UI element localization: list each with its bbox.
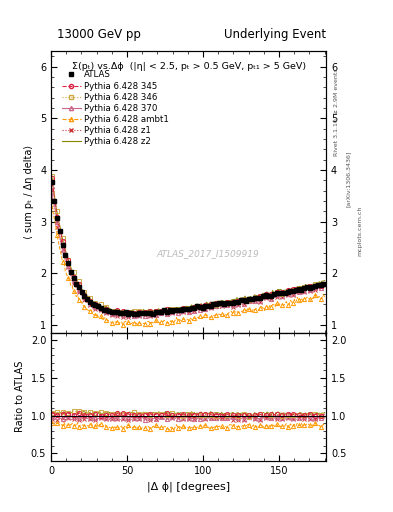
Text: Rivet 3.1.10, ≥ 2.9M events: Rivet 3.1.10, ≥ 2.9M events [334,69,339,157]
Text: [arXiv:1306.3436]: [arXiv:1306.3436] [346,151,351,207]
Y-axis label: Ratio to ATLAS: Ratio to ATLAS [15,361,25,433]
X-axis label: |Δ ϕ| [degrees]: |Δ ϕ| [degrees] [147,481,230,492]
Text: 13000 GeV pp: 13000 GeV pp [57,28,141,41]
Legend: ATLAS, Pythia 6.428 345, Pythia 6.428 346, Pythia 6.428 370, Pythia 6.428 ambt1,: ATLAS, Pythia 6.428 345, Pythia 6.428 34… [61,70,170,147]
Text: Σ(pₜ) vs.Δϕ  (|η| < 2.5, pₜ > 0.5 GeV, pₜ₁ > 5 GeV): Σ(pₜ) vs.Δϕ (|η| < 2.5, pₜ > 0.5 GeV, pₜ… [72,62,306,72]
Y-axis label: ⟨ sum pₜ / Δη delta⟩: ⟨ sum pₜ / Δη delta⟩ [24,145,35,239]
Text: Underlying Event: Underlying Event [224,28,326,41]
Text: ATLAS_2017_I1509919: ATLAS_2017_I1509919 [156,249,259,259]
Text: mcplots.cern.ch: mcplots.cern.ch [358,205,363,255]
